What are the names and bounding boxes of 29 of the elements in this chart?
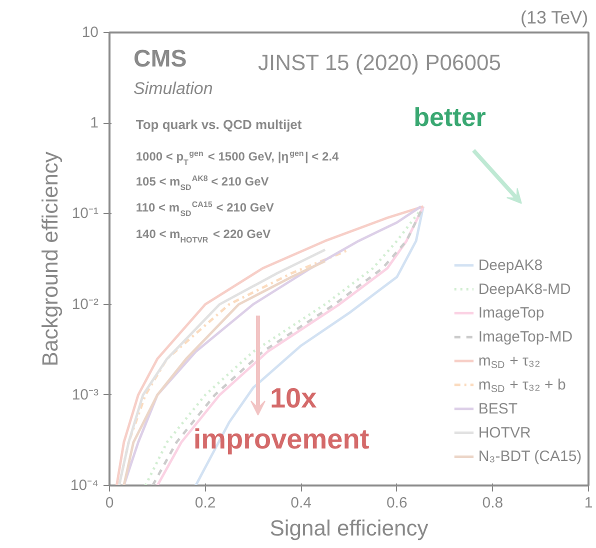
x-tick-label: 0.6 <box>386 494 408 512</box>
legend-label: BEST <box>478 400 518 418</box>
y-tick-label: 10⁻¹ <box>72 205 99 222</box>
annotation: CMS <box>133 46 187 73</box>
annotation: better <box>414 102 486 132</box>
annotation: JINST 15 (2020) P06005 <box>258 50 501 75</box>
annotation: 10x <box>270 382 318 414</box>
x-tick-label: 0.2 <box>194 494 216 512</box>
annotation: improvement <box>193 423 370 454</box>
y-tick-label: 1 <box>90 114 98 132</box>
legend-label: DeepAK8-MD <box>478 280 572 298</box>
y-tick-label: 10⁻² <box>72 296 99 313</box>
x-tick-label: 0.8 <box>482 494 504 512</box>
y-tick-label: 10⁻³ <box>72 386 99 404</box>
legend-label: ImageTop-MD <box>478 328 573 346</box>
y-tick-label: 10 <box>82 24 99 41</box>
legend-label: ImageTop <box>478 304 544 322</box>
y-axis-title: Background efficiency <box>37 152 62 366</box>
annotation: Top quark vs. QCD multijet <box>136 116 302 132</box>
annotation: Simulation <box>133 78 213 98</box>
x-tick-label: 1 <box>584 494 593 512</box>
x-tick-label: 0 <box>105 494 114 512</box>
y-tick-label: 10⁻⁴ <box>70 477 99 494</box>
legend-label: HOTVR <box>478 424 531 442</box>
legend-label: DeepAK8 <box>478 256 543 274</box>
x-tick-label: 0.4 <box>290 494 312 512</box>
x-axis-title: Signal efficiency <box>270 516 428 540</box>
chart-title: (13 TeV) <box>520 8 588 28</box>
legend-label: N₃-BDT (CA15) <box>478 448 582 466</box>
